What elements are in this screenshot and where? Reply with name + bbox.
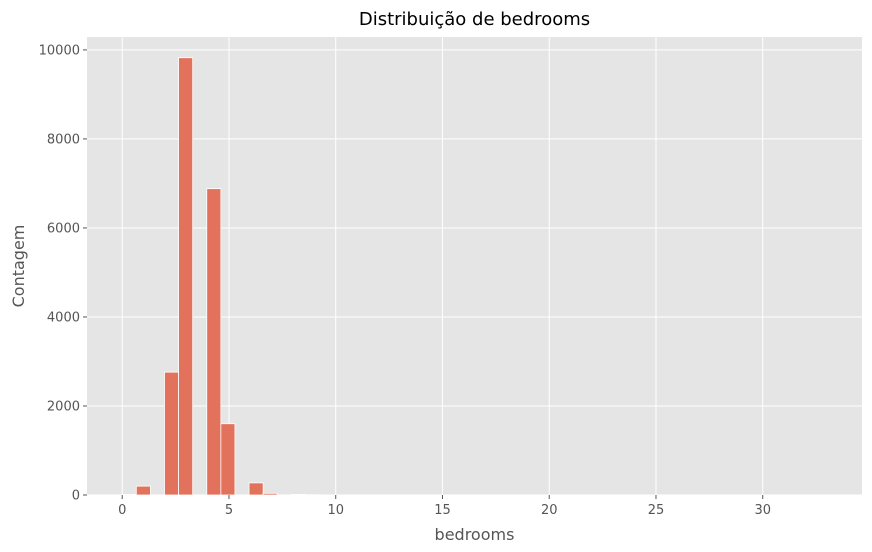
- histogram-bar: [220, 423, 236, 496]
- x-tick-label: 15: [434, 503, 451, 518]
- histogram-bar: [164, 371, 179, 496]
- y-tick-label: 6000: [47, 221, 80, 236]
- histogram-bar: [121, 494, 137, 496]
- x-tick-label: 25: [648, 503, 665, 518]
- plot-area: [87, 37, 862, 495]
- y-axis-ticks: 0 2000 4000 6000 8000 10000: [39, 43, 87, 504]
- x-tick-label: 10: [327, 503, 344, 518]
- x-tick-label: 0: [118, 503, 126, 518]
- bars: [121, 57, 828, 496]
- histogram-bar: [290, 494, 306, 496]
- y-axis-label: Contagem: [9, 225, 28, 308]
- y-tick-label: 4000: [47, 310, 80, 325]
- y-tick-label: 10000: [39, 43, 80, 58]
- histogram-bar: [135, 485, 151, 496]
- histogram-bar: [248, 482, 264, 496]
- histogram-bar: [262, 492, 278, 496]
- histogram-bar: [206, 188, 222, 496]
- x-axis-label: bedrooms: [435, 525, 515, 544]
- x-tick-label: 30: [754, 503, 771, 518]
- x-tick-label: 20: [541, 503, 558, 518]
- y-tick-label: 0: [72, 489, 80, 504]
- y-tick-label: 8000: [47, 132, 80, 147]
- x-tick-label: 5: [225, 503, 233, 518]
- y-tick-label: 2000: [47, 399, 80, 414]
- x-axis-ticks: 0 5 10 15 20 25 30: [118, 495, 771, 518]
- chart-title: Distribuição de bedrooms: [359, 9, 590, 30]
- histogram-bar: [178, 57, 194, 496]
